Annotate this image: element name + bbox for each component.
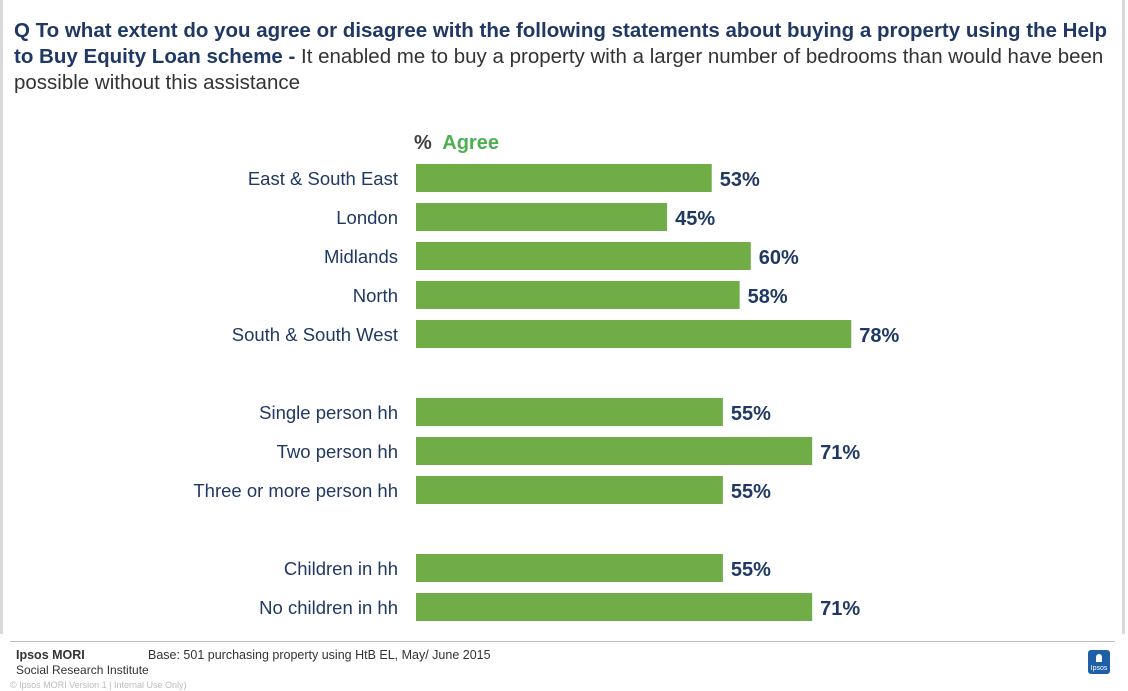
footer-divider xyxy=(10,641,1115,642)
base-note: Base: 501 purchasing property using HtB … xyxy=(148,648,491,662)
category-label: No children in hh xyxy=(259,597,398,618)
question-prefix: Q To what extent do you agree or disagre… xyxy=(14,19,1108,68)
brand-name: Ipsos MORI xyxy=(16,648,85,662)
question-statement: It enabled me to buy a property with a l… xyxy=(14,45,1104,94)
category-label: North xyxy=(353,285,398,306)
category-label: Midlands xyxy=(324,246,398,267)
value-label: 60% xyxy=(759,247,799,269)
value-label: 55% xyxy=(731,481,771,503)
bar xyxy=(416,476,723,504)
axis-title: % Agree xyxy=(414,132,499,154)
value-label: 78% xyxy=(859,325,899,347)
category-label: Three or more person hh xyxy=(193,480,398,501)
bar xyxy=(416,320,852,348)
question-text: Q To what extent do you agree or disagre… xyxy=(14,18,1114,96)
category-label: Children in hh xyxy=(284,558,398,579)
bar xyxy=(416,281,740,309)
bars-group: East & South East 53% London 45% Midlands 60%… xyxy=(193,164,899,621)
bar xyxy=(416,242,751,270)
slide-frame xyxy=(0,0,1125,634)
value-label: 53% xyxy=(720,169,760,191)
agree-bar-chart: % Agree East & South East 53% London 45% Mid… xyxy=(193,132,899,621)
copyright-note: © Ipsos MORI Version 1 | Internal Use On… xyxy=(10,680,187,690)
brand-subtitle: Social Research Institute xyxy=(16,663,149,677)
logo-text: Ipsos xyxy=(1090,665,1108,672)
axis-title-agree: Agree xyxy=(442,132,499,154)
bar xyxy=(416,437,813,465)
category-label: Two person hh xyxy=(277,441,398,462)
logo-mark xyxy=(1096,654,1102,662)
value-label: 55% xyxy=(731,403,771,425)
bar xyxy=(416,554,723,582)
axis-title-prefix: % xyxy=(414,132,432,154)
value-label: 45% xyxy=(675,208,715,230)
bar xyxy=(416,203,668,231)
value-label: 55% xyxy=(731,559,771,581)
bar xyxy=(416,398,723,426)
category-label: East & South East xyxy=(248,168,398,189)
category-label: South & South West xyxy=(232,324,398,345)
category-label: Single person hh xyxy=(259,402,398,423)
category-label: London xyxy=(336,207,398,228)
value-label: 71% xyxy=(820,598,860,620)
value-label: 58% xyxy=(748,286,788,308)
value-label: 71% xyxy=(820,442,860,464)
bar xyxy=(416,164,712,192)
ipsos-logo-icon: Ipsos xyxy=(1088,650,1110,674)
bar xyxy=(416,593,813,621)
